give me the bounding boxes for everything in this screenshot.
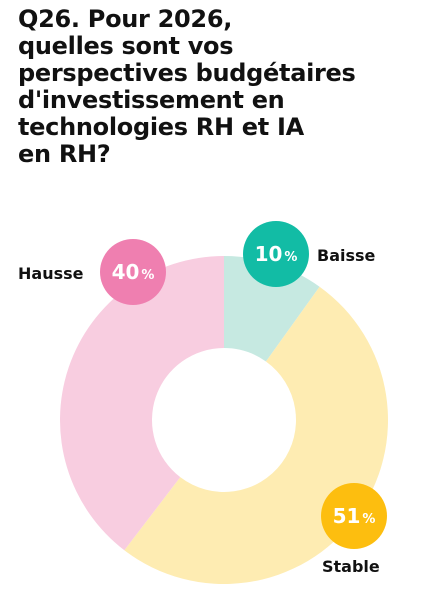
slice-hausse (59, 256, 225, 551)
legend-label-stable: Stable (322, 557, 380, 576)
slice-baisse (224, 256, 320, 362)
data-label-stable: 51% (333, 504, 376, 528)
title-line: perspectives budgétaires (18, 59, 356, 87)
badge-stable (321, 483, 387, 549)
chart-title: Q26. Pour 2026, quelles sont vos perspec… (18, 6, 438, 168)
slice-labels: Baisse Stable Hausse (18, 246, 380, 576)
title-line: d'investissement en (18, 86, 285, 114)
title-line: technologies RH et IA (18, 113, 304, 141)
value-badges: 10 % 51 % 40% (100, 221, 387, 549)
legend-label-hausse: Hausse (18, 264, 84, 283)
badge-baisse (243, 221, 309, 287)
legend-label-baisse: Baisse (317, 246, 376, 265)
title-line: Q26. Pour 2026, (18, 5, 233, 33)
data-label-hausse: 40% (112, 260, 155, 284)
title-line: en RH? (18, 140, 111, 168)
data-label-baisse: 10% (255, 242, 298, 266)
badge-hausse (100, 239, 166, 305)
title-line: quelles sont vos (18, 32, 234, 60)
